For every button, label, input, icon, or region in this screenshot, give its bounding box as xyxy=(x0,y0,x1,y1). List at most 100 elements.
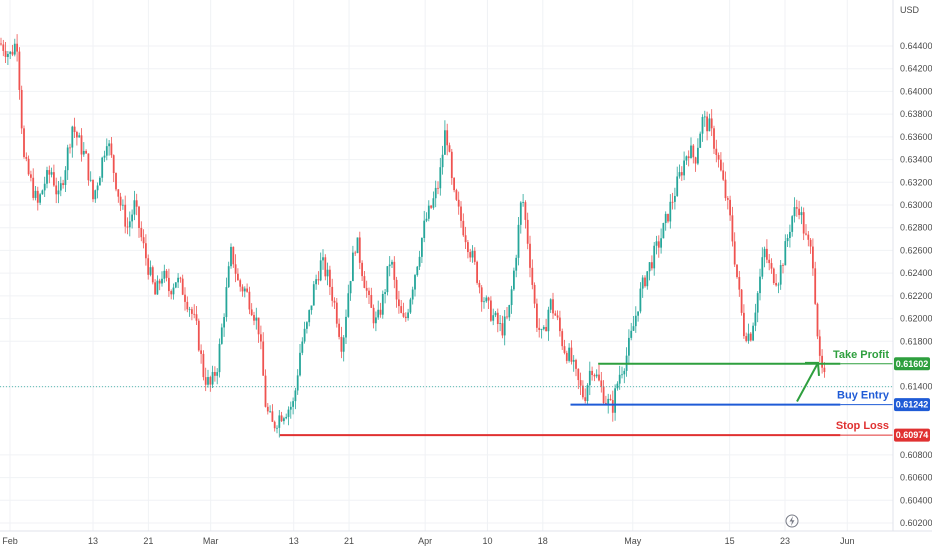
candle-body xyxy=(248,291,251,310)
candle-body xyxy=(697,147,699,164)
candle-body xyxy=(99,177,101,186)
candle-body xyxy=(289,406,292,410)
level-price-badge xyxy=(894,357,930,371)
candle-body xyxy=(207,377,209,385)
level-name: Take Profit xyxy=(833,349,889,361)
candle-body xyxy=(775,283,777,286)
candle-body xyxy=(462,220,465,236)
candle-body xyxy=(53,172,55,186)
candle-body xyxy=(611,400,614,413)
candle-body xyxy=(600,380,603,387)
candle-body xyxy=(692,145,695,158)
candle-body xyxy=(763,248,766,258)
candle-body xyxy=(342,337,345,352)
candle-body xyxy=(676,176,679,196)
candle-body xyxy=(648,262,651,272)
candle-body xyxy=(701,117,704,134)
lightning-icon[interactable] xyxy=(785,514,799,528)
candle-body xyxy=(683,160,685,176)
candle-body xyxy=(515,257,518,271)
candle-body xyxy=(538,327,541,330)
candle-body xyxy=(660,238,662,248)
candle-body xyxy=(80,135,83,155)
candle-body xyxy=(800,212,803,216)
candle-body xyxy=(186,301,189,310)
candle-body xyxy=(623,370,626,375)
candle-body xyxy=(618,374,621,384)
candle-body xyxy=(112,155,115,174)
candle-body xyxy=(156,280,159,295)
candle-body xyxy=(225,287,228,318)
candle-body xyxy=(273,421,276,429)
y-tick-label: 0.62800 xyxy=(900,223,932,233)
candle-body xyxy=(69,147,71,149)
candle-body xyxy=(513,270,515,290)
candle-body xyxy=(667,213,669,222)
candle-body xyxy=(16,43,18,52)
candle-body xyxy=(36,190,39,203)
candle-body xyxy=(736,264,738,278)
candle-body xyxy=(354,252,357,254)
candle-body xyxy=(450,151,453,179)
candle-body xyxy=(812,246,814,269)
candle-body xyxy=(59,183,62,191)
candle-body xyxy=(639,288,642,312)
candle-body xyxy=(823,367,826,373)
candle-body xyxy=(349,281,352,294)
candle-body xyxy=(494,312,497,316)
candle-body xyxy=(457,199,460,207)
candle-body xyxy=(598,374,600,381)
x-tick-label: 15 xyxy=(725,536,735,546)
candle-body xyxy=(715,148,718,155)
candle-body xyxy=(791,216,794,232)
y-tick-label: 0.60800 xyxy=(900,450,932,460)
candle-body xyxy=(255,317,258,321)
candle-body xyxy=(82,150,85,155)
candle-body xyxy=(331,286,334,301)
candle-body xyxy=(322,257,324,261)
candle-body xyxy=(128,221,131,228)
candle-body xyxy=(85,150,87,154)
x-tick-label: Mar xyxy=(203,536,219,546)
candle-body xyxy=(253,315,255,321)
x-tick-label: 18 xyxy=(538,536,548,546)
candle-body xyxy=(575,359,577,369)
candle-body xyxy=(418,256,421,267)
candle-body xyxy=(379,309,382,315)
candle-body xyxy=(151,267,154,283)
candle-body xyxy=(375,317,377,324)
candle-body xyxy=(595,374,598,377)
candle-body xyxy=(568,347,570,361)
candle-body xyxy=(117,189,120,197)
candle-body xyxy=(71,126,74,148)
candle-body xyxy=(296,375,299,391)
candle-body xyxy=(147,258,150,275)
price-axis[interactable]: 0.64400 0.64200 0.64000 0.63800 0.63600 0.634… xyxy=(892,0,932,531)
level-price-label: 0.60974 xyxy=(896,430,929,440)
candle-body xyxy=(172,287,175,295)
candle-body xyxy=(101,157,104,178)
candle-body xyxy=(434,187,437,199)
candle-body xyxy=(469,252,472,258)
candle-body xyxy=(119,196,122,206)
candle-body xyxy=(48,170,51,175)
candle-body xyxy=(400,306,403,313)
candle-body xyxy=(365,287,368,291)
candle-body xyxy=(524,202,527,220)
candle-body xyxy=(630,330,633,338)
candle-body xyxy=(20,89,23,129)
candle-body xyxy=(453,178,455,191)
candle-body xyxy=(23,128,25,157)
candle-body xyxy=(556,315,559,318)
candle-body xyxy=(73,126,76,133)
candle-body xyxy=(223,317,225,328)
candle-body xyxy=(347,293,350,317)
time-axis[interactable]: Feb 13 21 Mar 13 21 Apr 10 18 May 15 23 Jun xyxy=(0,530,932,546)
y-tick-label: 0.63000 xyxy=(900,200,932,210)
candle-body xyxy=(540,329,543,330)
candle-body xyxy=(89,179,92,181)
candle-body xyxy=(533,284,536,304)
candle-body xyxy=(671,201,674,203)
candle-body xyxy=(416,266,419,276)
